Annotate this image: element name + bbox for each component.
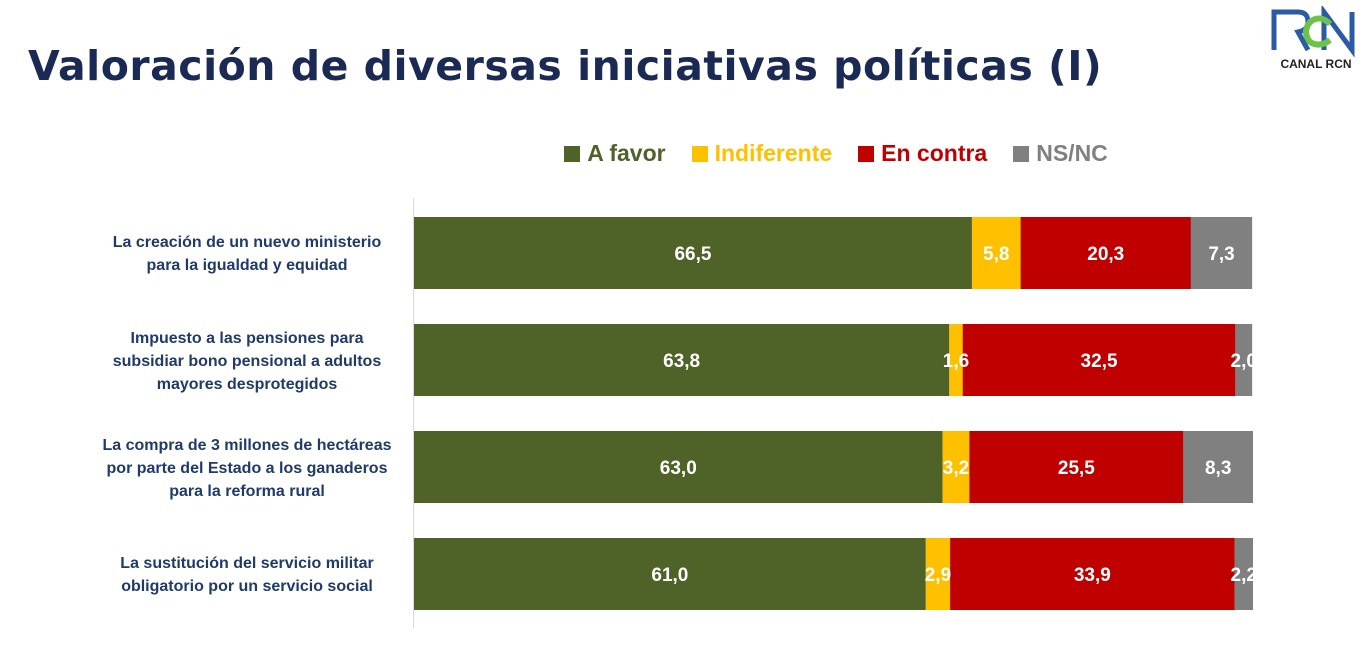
page-title: Valoración de diversas iniciativas polít… (28, 42, 1103, 90)
bar-segment (1235, 324, 1253, 396)
data-label: 32,5 (1081, 351, 1118, 372)
legend-label: Indiferente (714, 140, 833, 166)
data-label: 2,2 (1231, 565, 1257, 586)
category-label: La creación de un nuevo ministerio para l… (112, 234, 382, 274)
legend-swatch (1013, 145, 1030, 162)
data-label: 63,8 (663, 351, 700, 372)
legend-item: En contra (858, 140, 987, 167)
legend-swatch (858, 145, 875, 162)
data-label: 63,0 (660, 458, 697, 479)
data-label: 2,0 (1231, 351, 1257, 372)
bar-segment (949, 324, 963, 396)
legend-label: En contra (881, 140, 988, 166)
legend-swatch (691, 145, 708, 162)
data-label: 66,5 (674, 244, 711, 265)
bar-segment (962, 324, 1236, 396)
data-label: 5,8 (983, 244, 1009, 265)
bar-segment (414, 431, 943, 503)
bar-segment (1234, 538, 1253, 610)
bar-segment (1190, 217, 1253, 289)
bar-segment (414, 538, 926, 610)
data-label: 33,9 (1074, 565, 1111, 586)
legend-item: A favor (564, 140, 666, 167)
bar-segment (414, 217, 972, 289)
bar-segment (1183, 431, 1253, 503)
bar-segment (971, 217, 1021, 289)
svg-text:CANAL RCN: CANAL RCN (1280, 57, 1351, 71)
data-label: 61,0 (651, 565, 688, 586)
legend-swatch (564, 145, 581, 162)
data-label: 8,3 (1205, 458, 1231, 479)
data-label: 25,5 (1058, 458, 1095, 479)
bar-segment (950, 538, 1235, 610)
canal-rcn-logo: CANAL RCN (1271, 6, 1355, 71)
data-label: 20,3 (1087, 244, 1124, 265)
bar-segment (969, 431, 1184, 503)
data-label: 1,6 (943, 351, 969, 372)
bar-segment (414, 324, 950, 396)
legend-label: A favor (587, 140, 666, 166)
bar-segment (1020, 217, 1191, 289)
data-label: 2,9 (925, 565, 951, 586)
category-label: La sustitución del servicio militar oblig… (120, 555, 374, 595)
legend-item: Indiferente (691, 140, 833, 167)
legend-label: NS/NC (1036, 140, 1108, 166)
data-label: 7,3 (1208, 244, 1234, 265)
legend-item: NS/NC (1013, 140, 1108, 167)
data-label: 3,2 (943, 458, 969, 479)
legend: A favor Indiferente En contra NS/NC (0, 140, 1372, 167)
category-label: La compra de 3 millones de hectáreas por … (102, 436, 392, 500)
category-label: Impuesto a las pensiones para subsidiar b… (112, 329, 382, 393)
bar-segment (925, 538, 951, 610)
bar-segment (942, 431, 970, 503)
